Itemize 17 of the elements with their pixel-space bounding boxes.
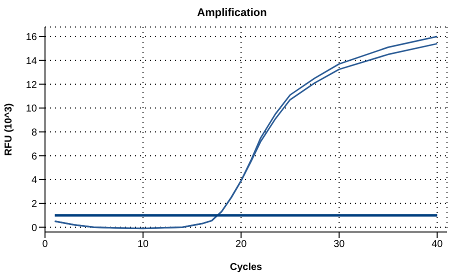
y-tick-label: 6: [31, 151, 38, 162]
x-tick-label: 20: [236, 239, 248, 250]
x-tick-label: 40: [432, 239, 444, 250]
y-tick-label: 2: [31, 198, 38, 210]
y-tick-label: 10: [26, 104, 38, 115]
x-axis-title: Cycles: [230, 262, 263, 273]
y-tick-label: 14: [26, 56, 38, 67]
y-axis-title: RFU (10^3): [4, 103, 15, 156]
x-tick-label: 0: [42, 239, 48, 250]
y-tick-label: 0: [31, 222, 38, 234]
y-tick-label: 12: [26, 80, 38, 91]
y-tick-label: 4: [31, 175, 38, 186]
y-tick-label: 8: [31, 127, 38, 138]
chart-title: Amplification: [196, 7, 268, 19]
x-tick-label: 10: [137, 239, 150, 250]
y-tick-label: 16: [26, 32, 38, 44]
x-tick-label: 30: [334, 239, 346, 250]
